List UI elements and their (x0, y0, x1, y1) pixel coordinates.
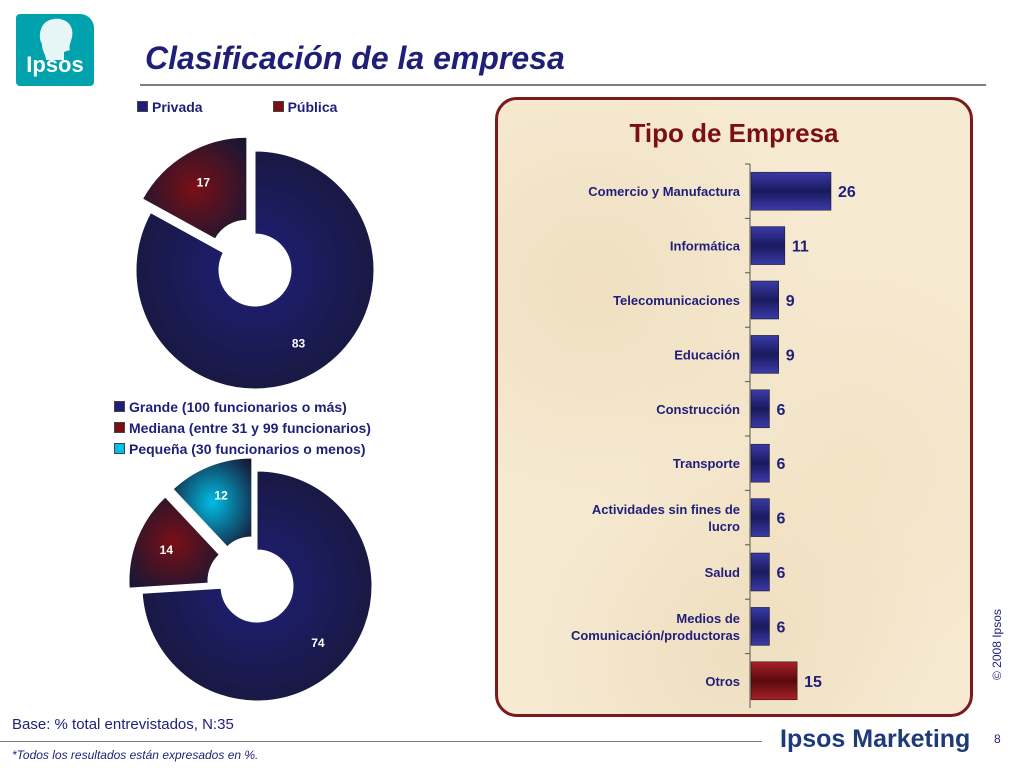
page-number: 8 (994, 732, 1001, 746)
bar (750, 607, 770, 646)
bar-chart-company-type: 26 Comercio y Manufactura 11 Informática 9 Te… (571, 163, 856, 708)
legend-sector: Privada Pública (137, 96, 337, 117)
donut-slice (128, 496, 221, 589)
legend-label: Pública (287, 98, 338, 115)
brand-name: Ipsos Marketing (780, 725, 971, 753)
footer-divider (0, 741, 762, 742)
footnote: *Todos los resultados están expresados e… (12, 748, 259, 762)
legend-swatch (114, 401, 125, 412)
head-silhouette-icon (39, 18, 73, 61)
page-title: Clasificación de la empresa (145, 40, 565, 76)
bar (750, 389, 770, 429)
category-label: Informática (670, 239, 741, 254)
base-note: Base: % total entrevistados, N:35 (12, 716, 234, 733)
copyright: © 2008 Ipsos (990, 609, 1004, 680)
legend-item: Mediana (entre 31 y 99 funcionarios) (114, 417, 371, 438)
bar (750, 552, 770, 592)
title-divider (140, 84, 986, 86)
donut-slice (141, 470, 373, 702)
legend-item: Pública (272, 96, 338, 117)
donut-data-label: 74 (311, 636, 325, 650)
legend-label: Privada (152, 98, 203, 115)
donut-chart-size: 74 14 12 (128, 458, 373, 702)
legend-size: Grande (100 funcionarios o más) Mediana (… (114, 396, 371, 459)
category-label: Telecomunicaciones (613, 293, 740, 308)
legend-label: Grande (100 funcionarios o más) (129, 398, 347, 415)
category-label: Construcción (656, 402, 740, 417)
bar-value-label: 26 (838, 184, 856, 201)
logo-text: Ipsos (26, 52, 84, 77)
bar (750, 498, 770, 537)
legend-item: Grande (100 funcionarios o más) (114, 396, 371, 417)
bar (750, 280, 779, 320)
bar (750, 661, 798, 701)
bar-value-label: 6 (776, 511, 785, 528)
legend-swatch (272, 101, 284, 112)
bar-value-label: 9 (786, 293, 795, 310)
donut-data-label: 14 (160, 543, 174, 557)
bar-value-label: 6 (776, 565, 785, 582)
category-label: Comercio y Manufactura (588, 184, 740, 199)
company-type-panel: Tipo de Empresa 26 Comercio y Manufactura… (495, 97, 973, 717)
donut-data-label: 83 (292, 337, 306, 351)
legend-swatch (114, 443, 125, 454)
legend-label: Mediana (entre 31 y 99 funcionarios) (129, 419, 371, 436)
bar (750, 171, 832, 211)
bar-value-label: 9 (786, 347, 795, 364)
legend-label: Pequeña (30 funcionarios o menos) (129, 440, 366, 457)
category-label: Salud (705, 565, 740, 580)
bar-value-label: 15 (804, 674, 822, 691)
bar-value-label: 6 (776, 456, 785, 473)
category-label: Medios de Comunicación/productoras (571, 611, 740, 643)
bar-value-label: 11 (792, 239, 809, 256)
legend-swatch (114, 422, 125, 433)
donut-data-label: 12 (214, 488, 228, 502)
bar (750, 226, 786, 265)
donut-data-label: 17 (197, 176, 211, 190)
donut-slice (141, 136, 248, 240)
category-label: Transporte (673, 456, 740, 471)
donut-slice (172, 458, 253, 548)
bar (750, 443, 770, 483)
legend-swatch (137, 101, 148, 112)
category-label: Actividades sin fines de lucro (592, 502, 740, 534)
ipsos-logo: Ipsos (16, 14, 94, 86)
bar (750, 335, 779, 374)
category-label: Otros (705, 674, 740, 689)
bar-value-label: 6 (776, 619, 785, 636)
legend-item: Pequeña (30 funcionarios o menos) (114, 438, 371, 459)
donut-slice (135, 150, 375, 390)
bar-value-label: 6 (776, 402, 785, 419)
legend-item: Privada (137, 96, 203, 117)
category-label: Educación (674, 347, 740, 362)
donut-chart-sector: 83 17 (135, 136, 375, 390)
bar-chart-title: Tipo de Empresa (629, 118, 839, 148)
